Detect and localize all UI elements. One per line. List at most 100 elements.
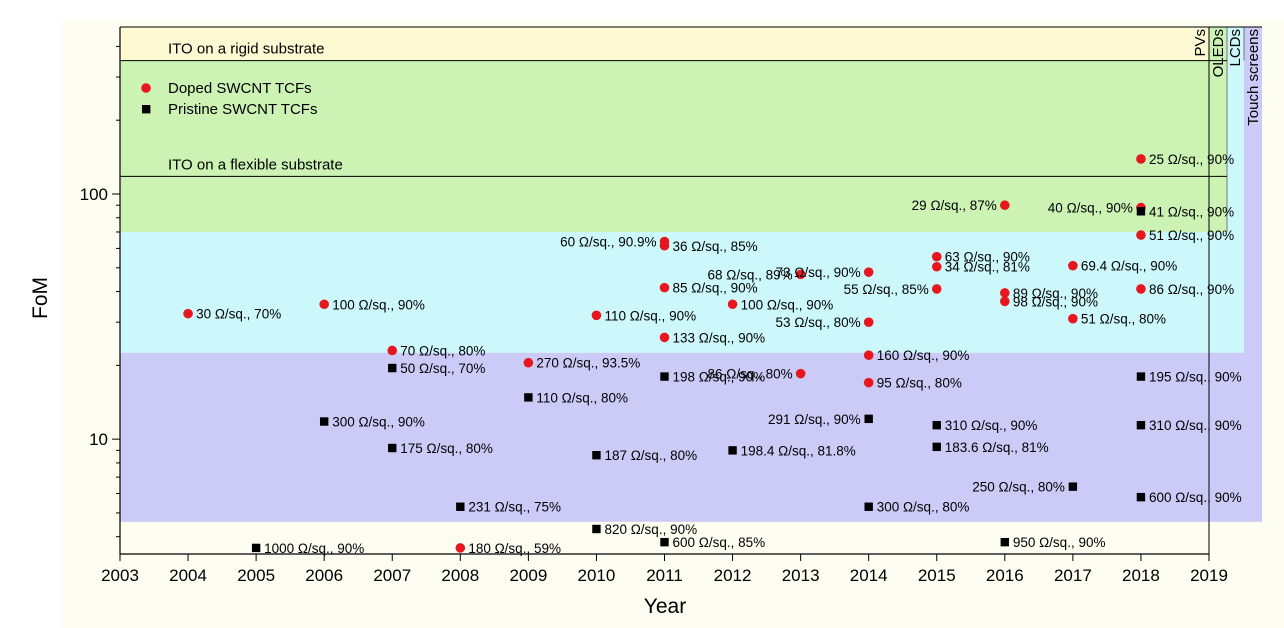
doped-point: [1000, 288, 1010, 298]
data-label: 95 Ω/sq., 80%: [877, 376, 962, 391]
x-tick-label: 2006: [305, 566, 343, 585]
pristine-point: [388, 363, 397, 373]
data-label: 100 Ω/sq., 90%: [332, 297, 425, 312]
x-tick-label: 2018: [1122, 566, 1160, 585]
data-label: 89 Ω/sq., 90%: [1013, 286, 1098, 301]
data-label: 160 Ω/sq., 90%: [877, 348, 970, 363]
doped-point: [1000, 200, 1010, 211]
data-label: 250 Ω/sq., 80%: [972, 480, 1065, 495]
data-label: 310 Ω/sq., 90%: [1149, 418, 1242, 433]
doped-point: [727, 299, 738, 310]
data-label: 30 Ω/sq., 70%: [196, 307, 281, 322]
data-label: 69.4 Ω/sq., 90%: [1081, 259, 1177, 274]
y-tick-label: 100: [80, 185, 108, 204]
data-label: 231 Ω/sq., 75%: [468, 500, 561, 515]
doped-point: [1000, 296, 1010, 307]
reference-lines: ITO on a rigid substrate ITO on a flexibl…: [120, 41, 1227, 177]
pristine-point: [456, 502, 465, 511]
doped-point: [591, 310, 602, 321]
band-label: PVs: [1192, 29, 1209, 57]
data-label: 820 Ω/sq., 90%: [604, 522, 697, 537]
data-label: 60 Ω/sq., 90.9%: [560, 235, 656, 250]
pristine-point: [592, 524, 601, 534]
doped-point: [863, 267, 874, 277]
doped-point: [795, 368, 806, 379]
doped-point: [795, 269, 806, 280]
pristine-point: [932, 420, 941, 430]
data-label: 180 Ω/sq., 59%: [468, 541, 561, 556]
doped-point: [319, 299, 329, 310]
doped-point: [659, 240, 670, 251]
data-label: 53 Ω/sq., 80%: [776, 315, 861, 330]
data-label: 133 Ω/sq., 90%: [673, 330, 766, 345]
data-label: 300 Ω/sq., 90%: [332, 415, 425, 430]
doped-point: [1068, 313, 1078, 324]
doped-point: [1136, 154, 1146, 164]
doped-point: [863, 317, 874, 327]
x-tick-label: 2003: [101, 566, 139, 585]
pristine-point: [251, 543, 261, 553]
data-label: 175 Ω/sq., 80%: [400, 441, 493, 456]
pristine-point: [524, 393, 533, 402]
data-label: 70 Ω/sq., 80%: [400, 343, 485, 358]
data-points: 30 Ω/sq., 70% 100 Ω/sq., 90% 70 Ω/sq., 80%…: [183, 152, 1242, 556]
pristine-point: [592, 451, 601, 460]
reference-line-label: ITO on a rigid substrate: [168, 41, 324, 58]
data-label: 51 Ω/sq., 80%: [1081, 312, 1166, 327]
pristine-point: [660, 372, 669, 381]
x-tick-label: 2007: [373, 566, 411, 585]
data-label: 73 Ω/sq., 90%: [776, 265, 861, 280]
data-label: 34 Ω/sq., 81%: [945, 260, 1030, 275]
data-label: 85 Ω/sq., 90%: [673, 281, 758, 296]
data-label: 51 Ω/sq., 90%: [1149, 228, 1234, 243]
doped-point: [387, 345, 398, 356]
legend-marker-pristine: [142, 105, 151, 114]
x-axis-label: Year: [644, 595, 686, 618]
doped-point: [183, 308, 193, 319]
data-label: 600 Ω/sq., 90%: [1149, 490, 1242, 505]
data-label: 55 Ω/sq., 85%: [844, 282, 929, 297]
pristine-point: [1136, 492, 1146, 502]
doped-point: [863, 350, 874, 361]
legend-label: Doped SWCNT TCFs: [168, 80, 312, 97]
pristine-point: [932, 442, 941, 452]
doped-point: [1136, 284, 1146, 294]
x-tick-label: 2011: [646, 566, 683, 585]
data-label: 198 Ω/sq., 90%: [673, 370, 766, 385]
legend-label: Pristine SWCNT TCFs: [168, 101, 317, 118]
pristine-point: [728, 446, 737, 455]
data-label: 98 Ω/sq., 90%: [1013, 294, 1098, 309]
x-tick-label: 2005: [237, 566, 275, 585]
x-tick-label: 2008: [441, 566, 479, 585]
x-tick-label: 2010: [578, 566, 616, 585]
pristine-point: [1000, 537, 1010, 547]
y-axis-label: FoM: [29, 277, 52, 319]
data-label: 25 Ω/sq., 90%: [1149, 152, 1234, 167]
legend: Doped SWCNT TCFs Pristine SWCNT TCFs: [141, 80, 317, 118]
x-tick-label: 2012: [714, 566, 752, 585]
data-label: 270 Ω/sq., 93.5%: [536, 356, 640, 371]
doped-point: [455, 543, 466, 553]
data-label: 183.6 Ω/sq., 81%: [945, 440, 1049, 455]
pristine-point: [1068, 482, 1078, 491]
doped-point: [1136, 230, 1146, 240]
pristine-point: [660, 537, 669, 547]
x-tick-label: 2004: [169, 566, 207, 585]
data-label: 291 Ω/sq., 90%: [768, 412, 861, 427]
doped-point: [931, 251, 942, 262]
band-oleds: [120, 27, 1227, 232]
y-tick-label: 10: [89, 430, 108, 449]
pristine-point: [319, 417, 329, 426]
doped-point: [931, 261, 942, 272]
legend-marker-doped: [141, 83, 151, 93]
doped-point: [863, 377, 874, 388]
x-tick-label: 2016: [986, 566, 1024, 585]
data-label: 63 Ω/sq., 90%: [945, 250, 1030, 265]
band-label: OLEDs: [1210, 29, 1227, 77]
x-tick-label: 2013: [782, 566, 820, 585]
data-label: 86 Ω/sq., 90%: [1149, 282, 1234, 297]
data-label: 50 Ω/sq., 70%: [400, 361, 485, 376]
pristine-point: [1136, 420, 1146, 430]
